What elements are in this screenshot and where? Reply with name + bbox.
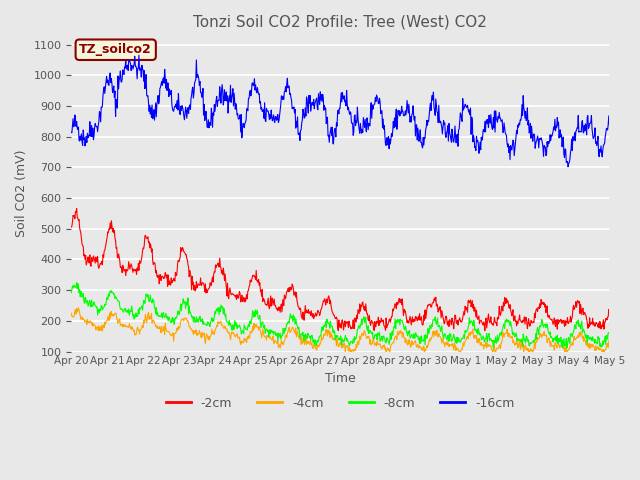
- Title: Tonzi Soil CO2 Profile: Tree (West) CO2: Tonzi Soil CO2 Profile: Tree (West) CO2: [193, 15, 487, 30]
- Legend: -2cm, -4cm, -8cm, -16cm: -2cm, -4cm, -8cm, -16cm: [161, 392, 520, 415]
- X-axis label: Time: Time: [325, 372, 356, 385]
- Text: TZ_soilco2: TZ_soilco2: [79, 43, 152, 56]
- Y-axis label: Soil CO2 (mV): Soil CO2 (mV): [15, 150, 28, 237]
